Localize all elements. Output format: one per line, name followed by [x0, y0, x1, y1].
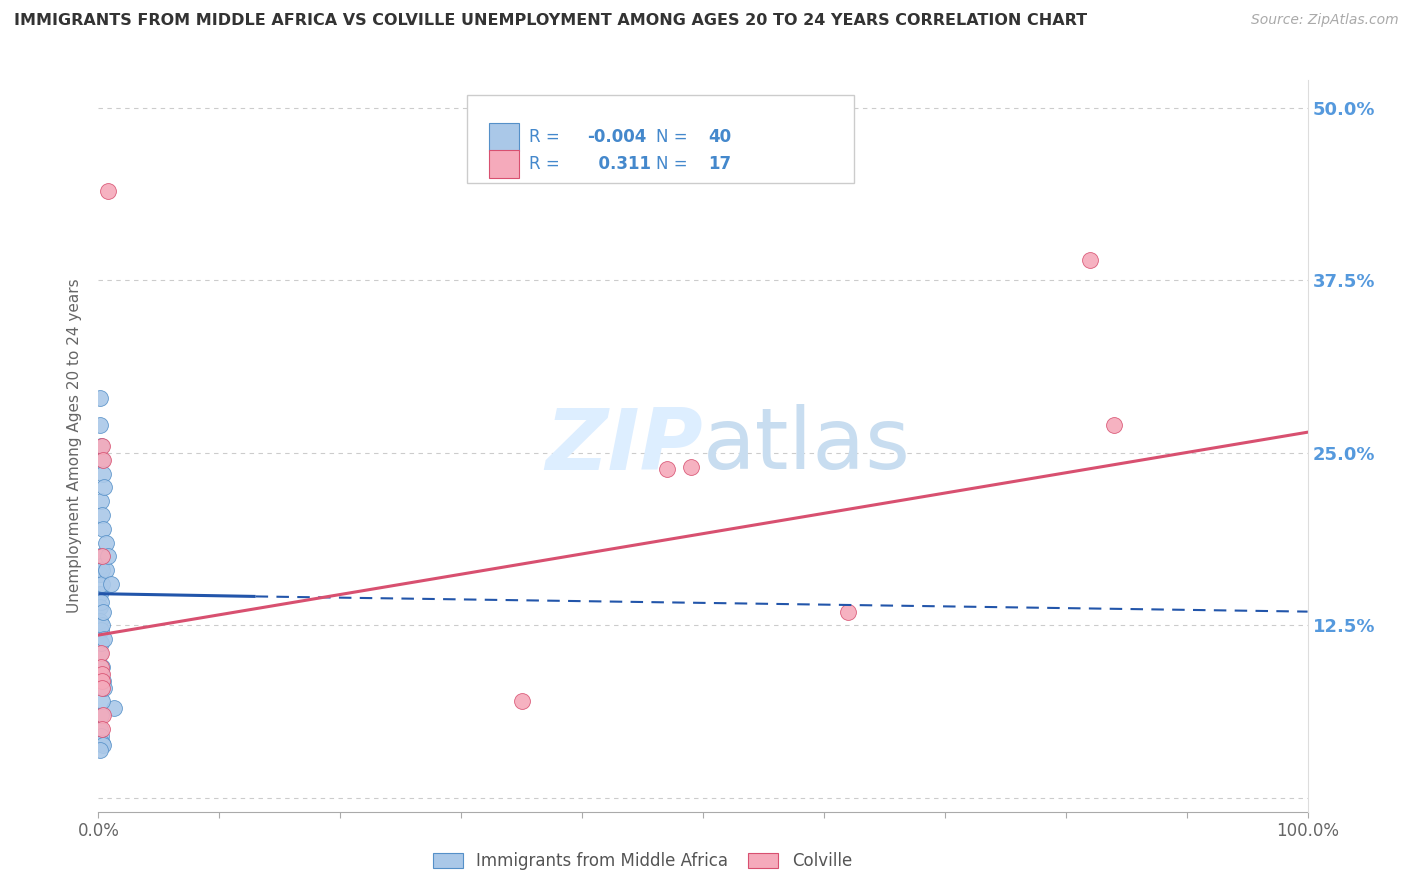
Point: [91, 673, 114, 688]
Point: [93, 681, 115, 695]
Point: [103, 701, 125, 715]
Point: [89, 614, 111, 628]
Y-axis label: Unemployment Among Ages 20 to 24 years: Unemployment Among Ages 20 to 24 years: [67, 278, 83, 614]
Point: [100, 577, 122, 591]
Text: 40: 40: [707, 128, 731, 146]
Point: [89, 567, 111, 582]
Point: [90, 660, 112, 674]
FancyBboxPatch shape: [489, 123, 519, 152]
Point: [91, 660, 114, 674]
Point: [90, 494, 112, 508]
Point: [91, 694, 114, 708]
Point: [90, 666, 112, 681]
FancyBboxPatch shape: [489, 151, 519, 178]
Point: [91, 577, 114, 591]
Point: [91, 563, 114, 577]
FancyBboxPatch shape: [467, 95, 855, 183]
Text: 0.311: 0.311: [586, 155, 651, 173]
Point: [90, 636, 112, 650]
Point: [91, 549, 114, 564]
Point: [510, 694, 533, 708]
Text: R =: R =: [529, 128, 565, 146]
Point: [91, 439, 114, 453]
Point: [91, 618, 114, 632]
Text: R =: R =: [529, 155, 565, 173]
Text: N =: N =: [655, 128, 693, 146]
Point: [89, 722, 111, 736]
Text: Source: ZipAtlas.com: Source: ZipAtlas.com: [1251, 13, 1399, 28]
Point: [91, 722, 114, 736]
Text: N =: N =: [655, 155, 693, 173]
Point: [97, 184, 120, 198]
Point: [93, 632, 115, 647]
Point: [91, 673, 114, 688]
Point: [91, 736, 114, 750]
Point: [91, 452, 114, 467]
Text: ZIP: ZIP: [546, 404, 703, 488]
Text: -0.004: -0.004: [586, 128, 647, 146]
Point: [91, 452, 114, 467]
Point: [94, 563, 117, 577]
Point: [89, 587, 111, 601]
Point: [89, 742, 111, 756]
Point: [90, 729, 112, 743]
Point: [90, 623, 112, 637]
Point: [89, 646, 111, 660]
Point: [91, 467, 114, 481]
Point: [89, 391, 111, 405]
Text: 17: 17: [707, 155, 731, 173]
Point: [97, 549, 120, 564]
Point: [91, 508, 114, 522]
Point: [1078, 252, 1101, 267]
Point: [91, 666, 114, 681]
Point: [89, 418, 111, 433]
Point: [90, 595, 112, 609]
Text: IMMIGRANTS FROM MIDDLE AFRICA VS COLVILLE UNEMPLOYMENT AMONG AGES 20 TO 24 YEARS: IMMIGRANTS FROM MIDDLE AFRICA VS COLVILL…: [14, 13, 1087, 29]
Point: [655, 462, 678, 476]
Point: [93, 480, 115, 494]
Text: atlas: atlas: [703, 404, 911, 488]
Point: [90, 708, 112, 723]
Point: [837, 605, 859, 619]
Point: [91, 739, 114, 753]
Point: [91, 681, 114, 695]
Point: [1102, 418, 1125, 433]
Point: [91, 605, 114, 619]
Point: [89, 600, 111, 615]
Point: [90, 646, 112, 660]
Point: [89, 549, 111, 564]
Point: [94, 535, 117, 549]
Point: [91, 522, 114, 536]
Legend: Immigrants from Middle Africa, Colville: Immigrants from Middle Africa, Colville: [426, 846, 859, 877]
Point: [679, 459, 702, 474]
Point: [90, 559, 112, 574]
Point: [90, 439, 112, 453]
Point: [91, 708, 114, 723]
